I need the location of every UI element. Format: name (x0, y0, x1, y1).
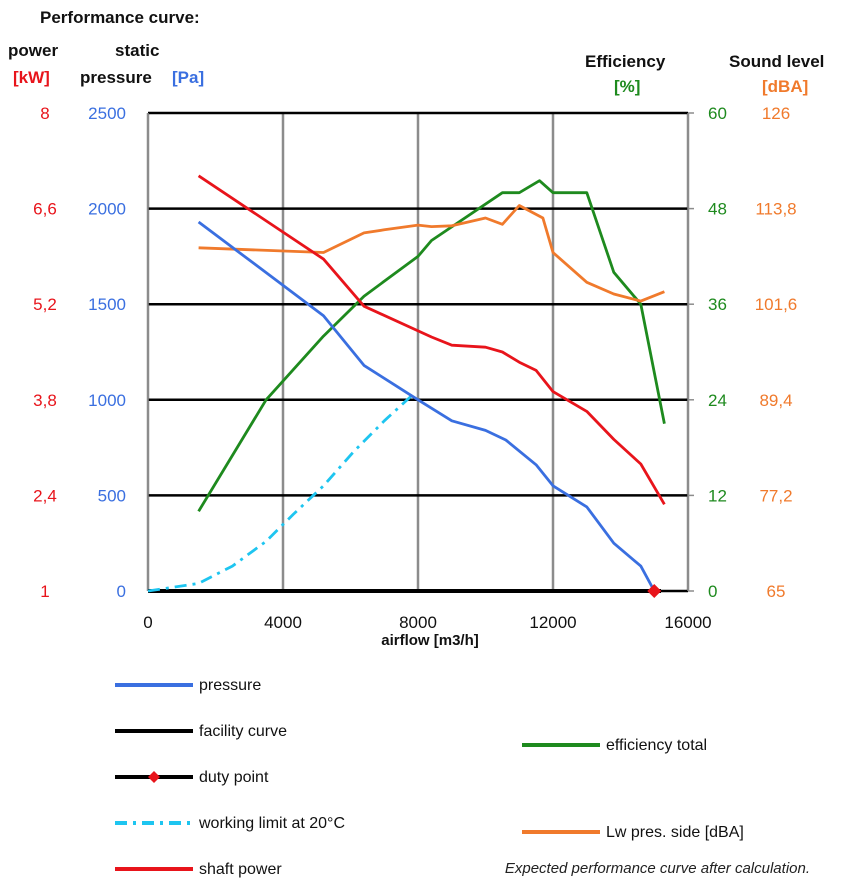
sound-axis-title: Sound level (729, 52, 824, 71)
efficiency-axis-unit: [%] (614, 77, 640, 96)
efficiency-axis-title: Efficiency (585, 52, 666, 71)
pressure-tick-label: 2500 (88, 104, 126, 123)
efficiency-total-line (197, 179, 666, 513)
legend: pressure facility curve duty point working … (115, 677, 744, 878)
power-tick-label: 3,8 (33, 391, 57, 410)
sound-tick-label: 113,8 (755, 200, 796, 219)
power-tick-label: 5,2 (33, 295, 57, 314)
x-tick-label: 16000 (664, 613, 711, 632)
sound-axis-unit: [dBA] (762, 77, 808, 96)
lw-pres-side-dba-line (198, 204, 665, 303)
sound-tick-label: 89,4 (759, 391, 792, 410)
pressure-tick-label: 500 (98, 486, 126, 505)
pressure-line (197, 220, 656, 592)
pressure-axis-title-line2: pressure (80, 68, 152, 87)
efficiency-tick-label: 12 (708, 486, 727, 505)
efficiency-tick-label: 24 (708, 391, 727, 410)
legend-label-pressure: pressure (199, 677, 261, 694)
pressure-axis-unit: [Pa] (172, 68, 204, 87)
chart-grid (146, 111, 694, 593)
power-axis-title: power (8, 41, 58, 60)
x-axis-label: airflow [m3/h] (381, 632, 479, 649)
pressure-tick-label: 2000 (88, 200, 126, 219)
working-limit-at-20-c-line (147, 394, 413, 593)
legend-label-lw-pres-side-dba: Lw pres. side [dBA] (606, 824, 744, 841)
sound-tick-label: 65 (767, 582, 786, 601)
sound-tick-label: 101,6 (755, 295, 798, 314)
x-tick-label: 8000 (399, 613, 437, 632)
chart-title: Performance curve: (40, 8, 200, 27)
shaft-power-line (197, 174, 666, 506)
chart-series (147, 174, 666, 598)
legend-label-shaft-power: shaft power (199, 861, 282, 878)
x-tick-label: 12000 (529, 613, 576, 632)
power-tick-label: 8 (40, 104, 49, 123)
sound-tick-label: 126 (762, 104, 790, 123)
duty-point-marker (647, 584, 662, 598)
legend-label-efficiency-total: efficiency total (606, 737, 707, 754)
legend-label-working-limit-at-20-c: working limit at 20°C (198, 815, 345, 832)
legend-label-facility-curve: facility curve (199, 723, 287, 740)
efficiency-tick-label: 36 (708, 295, 727, 314)
pressure-axis-title-line1: static (115, 41, 159, 60)
sound-tick-label: 77,2 (759, 486, 792, 505)
power-tick-label: 1 (40, 582, 49, 601)
legend-label-duty-point: duty point (199, 769, 269, 786)
power-tick-label: 2,4 (33, 486, 57, 505)
efficiency-tick-label: 60 (708, 104, 727, 123)
pressure-tick-label: 1000 (88, 391, 126, 410)
efficiency-tick-label: 48 (708, 200, 727, 219)
x-tick-label: 0 (143, 613, 152, 632)
axis-ticks: 1 2,4 3,8 5,2 6,6 8 0 500 1000 1500 2000 2500 0 12 24 3… (33, 104, 797, 632)
x-tick-label: 4000 (264, 613, 302, 632)
pressure-tick-label: 1500 (88, 295, 126, 314)
power-axis-unit: [kW] (13, 68, 50, 87)
power-tick-label: 6,6 (33, 200, 57, 219)
efficiency-tick-label: 0 (708, 582, 717, 601)
footnote: Expected performance curve after calcula… (505, 860, 810, 877)
legend-marker-duty-point (148, 771, 160, 783)
pressure-tick-label: 0 (117, 582, 126, 601)
